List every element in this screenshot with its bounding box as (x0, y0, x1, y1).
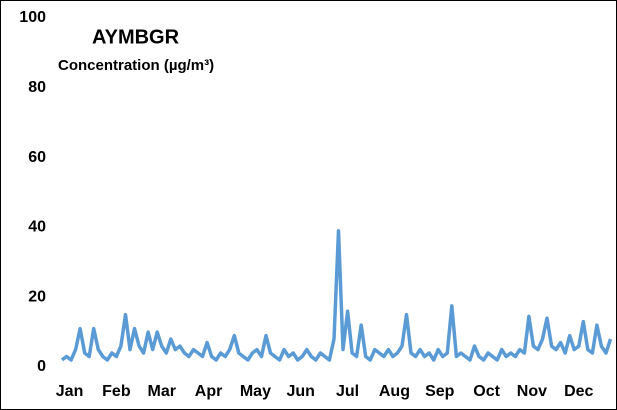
chart-title: AYMBGR (92, 26, 180, 48)
y-tick-label: 80 (28, 79, 46, 96)
x-tick-label: May (240, 383, 271, 400)
x-tick-label: Sep (425, 383, 455, 400)
x-tick-label: Aug (379, 383, 410, 400)
y-tick-label: 60 (28, 149, 46, 166)
x-tick-label: Dec (564, 383, 593, 400)
x-tick-label: Apr (195, 383, 223, 400)
x-tick-label: Jul (336, 383, 359, 400)
data-line (60, 229, 613, 362)
y-tick-label: 40 (28, 219, 46, 236)
y-tick-label: 20 (28, 288, 46, 305)
x-tick-label: Jan (56, 383, 84, 400)
x-tick-label: Feb (102, 383, 131, 400)
x-tick-label: Jun (287, 383, 315, 400)
x-tick-label: Nov (517, 383, 547, 400)
x-tick-label: Oct (473, 383, 500, 400)
x-tick-label: Mar (147, 383, 175, 400)
y-tick-label: 0 (37, 358, 46, 375)
chart-subtitle: Concentration (µg/m³) (58, 57, 214, 74)
y-tick-label: 100 (19, 9, 46, 26)
